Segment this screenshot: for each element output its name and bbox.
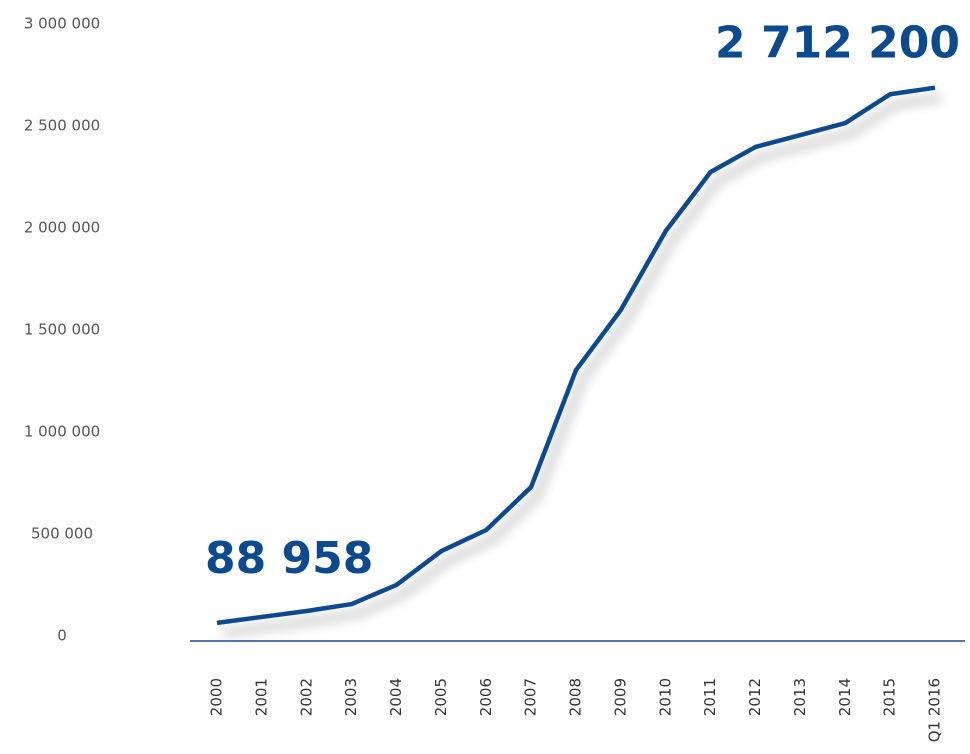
x-tick-label: 2002 [297,678,315,716]
x-tick-label: 2004 [387,678,405,716]
value-label: 88 958 [205,533,373,584]
y-tick-label: 3 000 000 [24,15,100,33]
x-tick-label: 2008 [567,678,585,716]
x-tick-label: 2009 [611,678,629,716]
data-line [216,85,936,626]
x-tick-label: 2007 [522,678,540,716]
x-tick-label: 2014 [836,678,854,716]
y-tick-label: 500 000 [31,525,93,543]
y-tick-label: 2 000 000 [24,219,100,237]
value-label: 2 712 200 [715,18,960,69]
y-tick-label: 1 500 000 [24,321,100,339]
y-tick-label: 1 000 000 [24,423,100,441]
x-tick-label: 2000 [208,678,226,716]
x-tick-label: 2015 [881,678,899,716]
x-tick-label: 2005 [432,678,450,716]
x-tick-label: 2012 [746,678,764,716]
x-tick-label: 2011 [701,678,719,716]
x-tick-label: Q1 2016 [926,678,944,742]
x-tick-label: 2001 [252,678,270,716]
x-tick-label: 2013 [791,678,809,716]
y-tick-label: 2 500 000 [24,117,100,135]
x-tick-label: 2003 [342,678,360,716]
x-tick-label: 2006 [477,678,495,716]
x-tick-label: 2010 [656,678,674,716]
y-tick-label: 0 [57,627,67,645]
